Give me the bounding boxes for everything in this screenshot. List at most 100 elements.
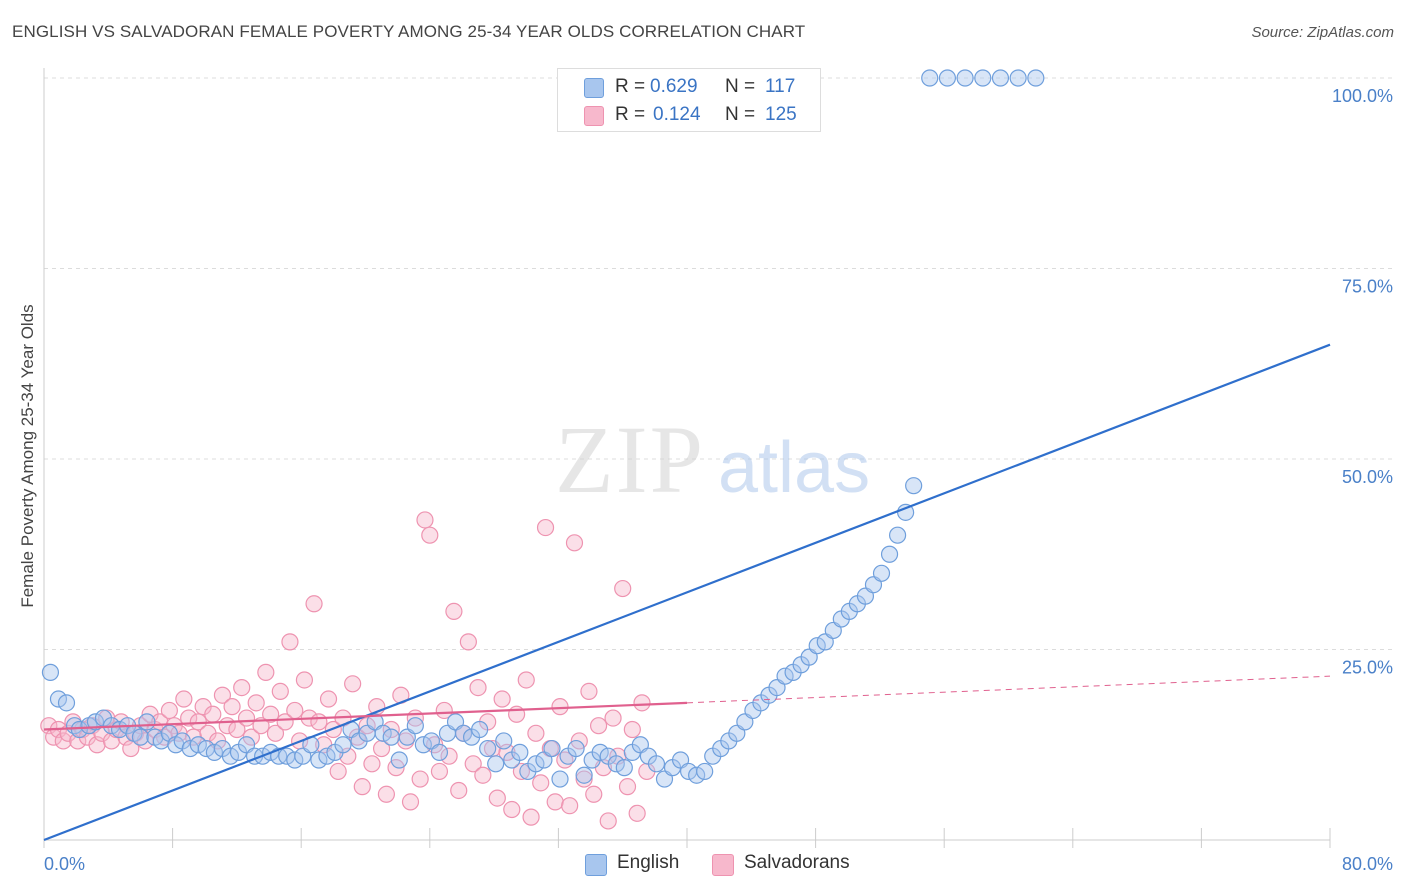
axes (43, 68, 1331, 848)
salvadoran-point (527, 724, 545, 742)
english-point (888, 526, 907, 544)
salvadoran-point (377, 785, 395, 803)
legend-n-label: N = (725, 76, 756, 97)
salvadoran-point (517, 671, 535, 689)
english-point (49, 690, 68, 708)
english-point (647, 755, 666, 773)
english-point (872, 564, 891, 582)
english-legend-label: English (617, 852, 680, 873)
salvadoran-point (464, 755, 482, 773)
english-point (138, 713, 156, 731)
english-point (471, 720, 489, 739)
english-point (41, 663, 60, 681)
legend-row-salvadoran: R = 0.124 N = 125 (558, 101, 820, 129)
salvadoran-point (522, 808, 540, 826)
english-point (479, 739, 497, 758)
english-point (1027, 69, 1045, 87)
english-point (575, 766, 593, 784)
english-point (310, 751, 328, 769)
salvadoran-point (561, 797, 579, 815)
english-point (591, 743, 609, 761)
english-point (607, 755, 625, 773)
english-point (1009, 69, 1027, 87)
chart-title: ENGLISH VS SALVADORAN FEMALE POVERTY AMO… (12, 22, 806, 41)
english-point (414, 736, 432, 754)
salvadoran-point (493, 690, 511, 708)
english-point (880, 545, 899, 563)
legend-row-english: R = 0.629 N = 117 (558, 73, 820, 101)
salvadoran-point (233, 678, 251, 697)
english-point (454, 724, 473, 742)
salvadoran-point (262, 705, 280, 723)
english-point (615, 759, 633, 777)
english-point (956, 69, 974, 87)
english-point (487, 755, 505, 773)
salvadoran-point (276, 713, 294, 731)
english-point (567, 739, 585, 758)
salvadoran-point (257, 663, 275, 681)
grid-lines (44, 77, 1395, 650)
english-point (205, 743, 223, 761)
salvadoran-point (329, 762, 347, 781)
salvadoran-point (421, 526, 439, 544)
salvadoran-point (459, 633, 477, 651)
salvadoran-point (344, 675, 362, 693)
salvadoran-point (551, 698, 569, 716)
salvadoran-point (305, 595, 323, 613)
salvadoran-point (363, 755, 381, 773)
salvadoran-point (503, 800, 521, 819)
salvadoran-point (295, 671, 314, 689)
salvadoran-point (536, 518, 555, 537)
legend-n-label: N = (725, 104, 756, 125)
correlation-legend: R = 0.629 N = 117 R = 0.124 N = 125 (557, 68, 821, 132)
english-point (511, 743, 529, 761)
english-point (189, 736, 207, 754)
english-point (974, 69, 992, 87)
salvadoran-point (546, 793, 564, 811)
salvadoran-point (401, 793, 420, 811)
english-point (905, 477, 923, 495)
salvadoran-point (204, 705, 222, 723)
salvadoran-point (618, 778, 637, 796)
english-point (70, 720, 88, 739)
salvadoran-point (575, 770, 593, 788)
tick-labels: 25.0% 50.0% 75.0% 100.0% 0.0% 80.0% (44, 86, 1393, 874)
salvadoran-point (445, 602, 463, 621)
salvadoran-point (353, 778, 371, 796)
salvadoran-point (237, 709, 256, 727)
salvadoran-point (633, 694, 651, 712)
salvadoran-point (580, 682, 598, 701)
salvadoran-point (286, 701, 304, 720)
legend-r-value-english: 0.629 (650, 76, 698, 97)
salvadoran-point (614, 579, 632, 598)
x-tick-label: 80.0% (1342, 854, 1393, 874)
salvadoran-point (310, 713, 328, 731)
watermark: ZIP atlas (555, 406, 870, 513)
watermark-zip: ZIP (555, 406, 705, 513)
english-point (696, 762, 714, 781)
salvadoran-point (565, 534, 584, 552)
salvadoran-point (266, 724, 285, 742)
salvadoran-point (271, 682, 289, 701)
y-tick-label: 100.0% (1332, 86, 1393, 106)
english-swatch (584, 78, 604, 98)
source-credit: Source: ZipAtlas.com (1251, 24, 1394, 41)
salvadoran-point (604, 709, 622, 727)
salvadoran-point (247, 694, 265, 712)
salvadoran-point (589, 717, 608, 735)
english-point (221, 747, 240, 765)
english-point (543, 739, 561, 758)
salvadoran-point (180, 709, 198, 727)
watermark-atlas: atlas (718, 428, 870, 508)
salvadoran-legend-label: Salvadorans (744, 852, 850, 873)
salvadoran-trend-line (43, 701, 688, 731)
english-point (374, 724, 392, 742)
salvadoran-trend-extension (686, 675, 1331, 704)
salvadoran-point (628, 804, 646, 822)
salvadoran-point (532, 774, 550, 792)
english-point (318, 747, 336, 765)
english-point (921, 69, 939, 87)
english-point (495, 732, 513, 750)
salvadoran-legend-swatch (712, 854, 734, 876)
x-tick-label: 0.0% (44, 854, 85, 874)
